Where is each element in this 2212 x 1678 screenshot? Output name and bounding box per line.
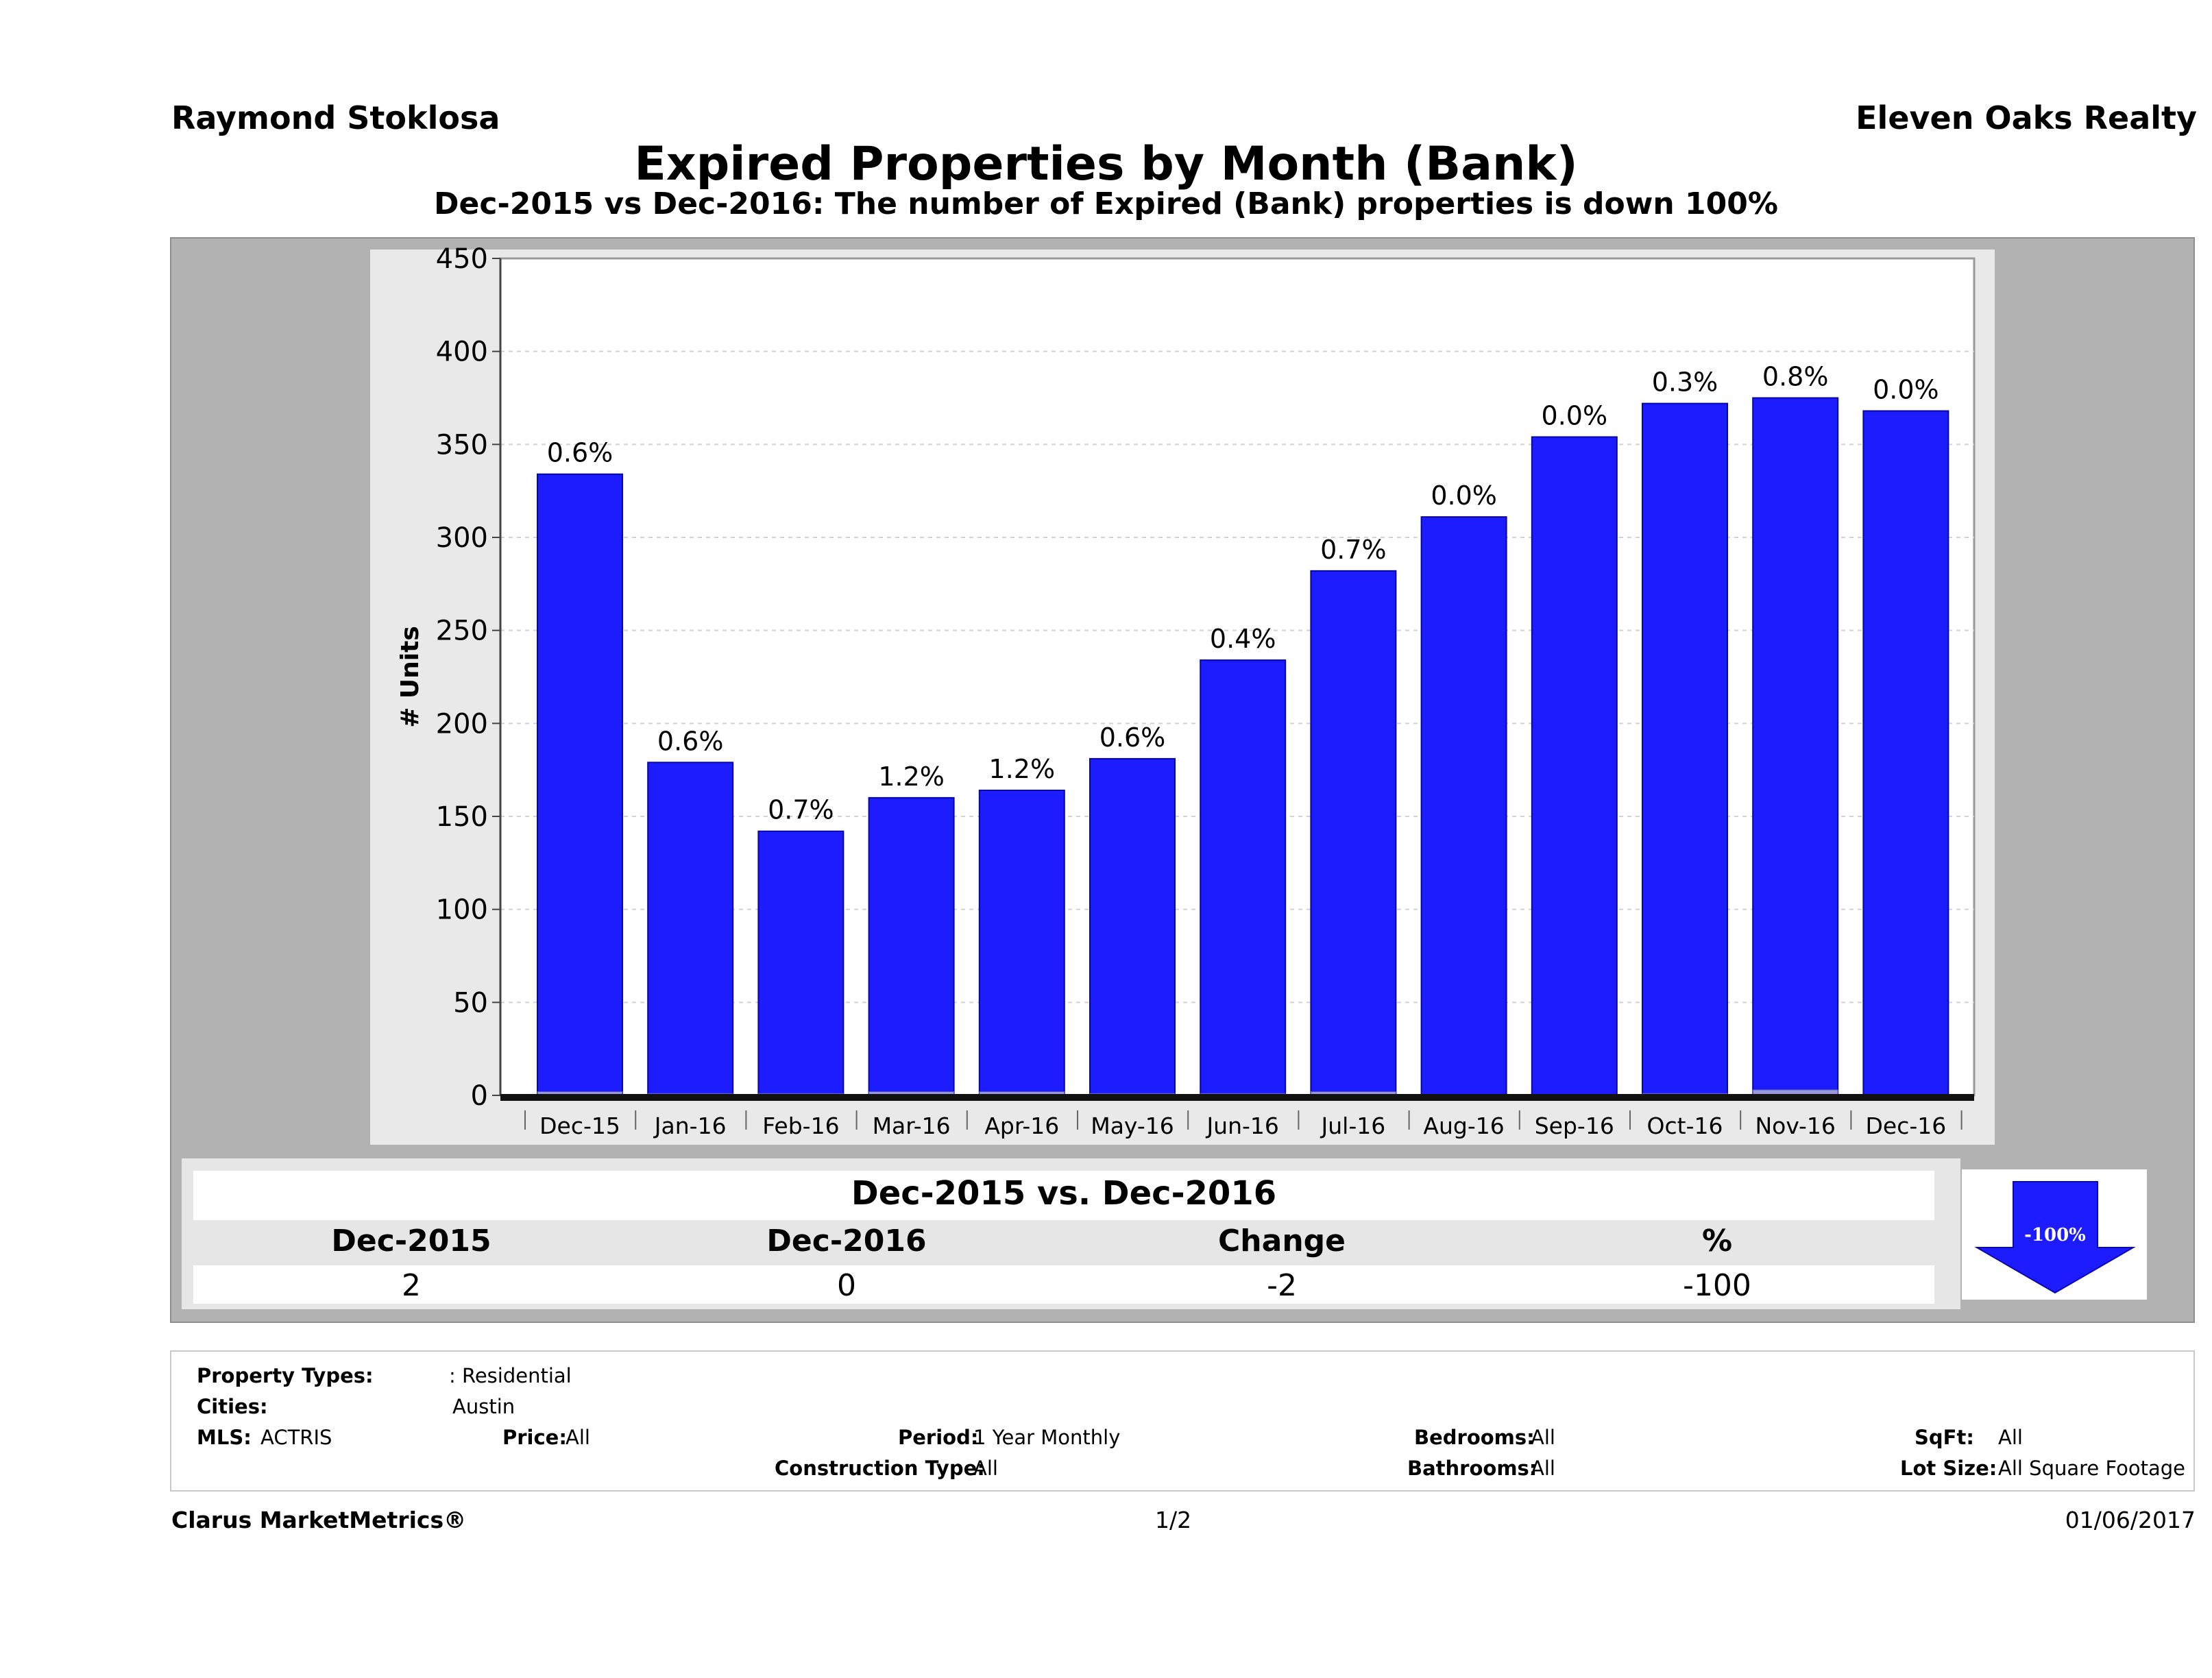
x-tick-label: May-16 [1091,1112,1174,1139]
y-tick-label: 150 [436,801,488,833]
arrow-label: -100% [2024,1225,2086,1245]
mls-label: MLS: [197,1426,252,1449]
y-tick-label: 250 [436,616,488,647]
bar-dec-16 [1862,410,1949,1096]
agent-name: Raymond Stoklosa [171,99,500,136]
footer-date: 01/06/2017 [2065,1507,2196,1533]
price-value: All [566,1426,590,1449]
lotsize-value: All Square Footage [1998,1457,2186,1480]
property-types-value: : Residential [449,1364,572,1387]
y-tick-label: 400 [436,337,488,368]
bar-feb-16 [757,830,844,1096]
summary-title: Dec-2015 vs. Dec-2016 [851,1174,1277,1213]
y-tick-label: 50 [453,987,488,1019]
summary-values-background [193,1265,1934,1304]
period-value: 1 Year Monthly [973,1426,1121,1449]
summary-header-percent: % [1701,1224,1733,1258]
x-tick-label: Jan-16 [653,1112,727,1139]
footer-page: 1/2 [1155,1507,1192,1533]
x-tick-label: Jul-16 [1320,1112,1386,1139]
cities-value: Austin [452,1395,515,1418]
data-label: 0.6% [1099,722,1166,753]
bathrooms-value: All [1531,1457,1555,1480]
x-tick-label: Nov-16 [1755,1112,1835,1139]
summary-value-dec2016: 0 [837,1268,856,1303]
construction-label: Construction Type: [775,1457,985,1480]
bar-jul-16 [1310,570,1397,1096]
data-label: 0.0% [1873,374,1939,404]
bar-aug-16 [1420,516,1507,1096]
summary-header-dec2015: Dec-2015 [331,1224,491,1258]
data-label: 0.8% [1762,362,1829,392]
x-tick-label: Sep-16 [1535,1112,1614,1139]
company-name: Eleven Oaks Realty [1856,99,2197,136]
x-tick-label: Dec-15 [539,1112,620,1139]
footer-brand: Clarus MarketMetrics® [171,1507,467,1533]
x-tick-label: Jun-16 [1205,1112,1278,1139]
report-subtitle: Dec-2015 vs Dec-2016: The number of Expi… [434,186,1778,221]
data-label: 0.0% [1542,400,1608,430]
construction-value: All [973,1457,998,1480]
x-axis [500,1094,1974,1101]
cities-label: Cities: [197,1395,268,1418]
bathrooms-label: Bathrooms: [1407,1457,1538,1480]
bar-jan-16 [647,762,734,1097]
data-label: 0.4% [1210,624,1276,654]
y-tick-label: 350 [436,429,488,461]
bedrooms-value: All [1531,1426,1555,1449]
data-label: 1.2% [989,754,1056,784]
sqft-value: All [1998,1426,2023,1449]
bar-may-16 [1089,757,1176,1097]
sqft-label: SqFt: [1915,1426,1974,1449]
data-label: 0.6% [657,726,724,756]
data-label: 1.2% [878,762,945,792]
bar-oct-16 [1642,402,1728,1096]
y-axis-label: # Units [396,626,424,728]
summary-value-dec2015: 2 [402,1268,421,1303]
bar-sep-16 [1531,436,1618,1096]
report-title: Expired Properties by Month (Bank) [634,137,1578,191]
bedrooms-label: Bedrooms: [1414,1426,1535,1449]
period-label: Period: [898,1426,979,1449]
bar-jun-16 [1200,659,1287,1096]
data-label: 0.3% [1652,367,1718,398]
bar-mar-16 [868,797,955,1097]
lotsize-label: Lot Size: [1900,1457,1997,1480]
bar-dec-15 [537,473,623,1096]
y-tick-label: 0 [471,1080,488,1112]
x-tick-label: Apr-16 [984,1112,1059,1139]
x-tick-label: Aug-16 [1423,1112,1504,1139]
property-types: Property Types: [197,1364,374,1387]
criteria-box [170,1350,2195,1492]
mls-value: ACTRIS [260,1426,332,1449]
x-tick-label: Mar-16 [873,1112,951,1139]
summary-value-change: -2 [1267,1268,1297,1303]
down-arrow-icon: -100% [1974,1181,2136,1294]
data-label: 0.7% [1320,535,1387,565]
bar-nov-16 [1752,397,1839,1096]
x-tick-label: Dec-16 [1866,1112,1947,1139]
trend-arrow-box: -100% [1962,1169,2147,1300]
y-tick-label: 200 [436,708,488,740]
data-label: 0.6% [547,438,613,468]
x-tick-label: Oct-16 [1647,1112,1723,1139]
data-label: 0.0% [1431,481,1497,511]
summary-header-dec2016: Dec-2016 [766,1224,927,1258]
x-tick-label: Feb-16 [762,1112,839,1139]
y-tick-label: 100 [436,895,488,926]
summary-value-percent: -100 [1683,1268,1751,1303]
summary-title-background [193,1171,1934,1220]
y-tick-label: 450 [436,243,488,275]
y-tick-label: 300 [436,522,488,554]
bar-apr-16 [978,790,1065,1096]
price-label: Price: [502,1426,567,1449]
data-label: 0.7% [768,795,834,825]
summary-header-change: Change [1218,1224,1346,1258]
